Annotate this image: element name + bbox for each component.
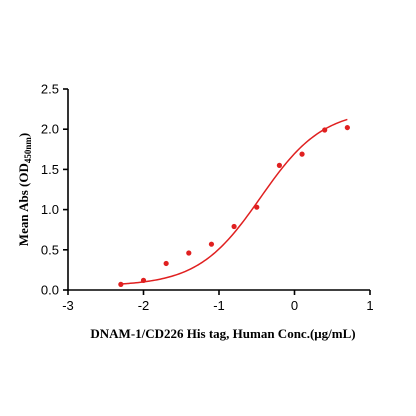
y-axis-title-end: ) xyxy=(16,133,31,137)
x-tick-label: 0 xyxy=(291,298,298,313)
data-point xyxy=(276,162,282,168)
labels-layer: 0.0 0.5 1.0 1.5 2.0 2.5 -3 -2 -1 0 1 DNAM-1/CD226 H… xyxy=(16,82,374,342)
fit-curve-layer xyxy=(120,118,348,285)
data-point xyxy=(254,204,260,210)
y-axis-title-main: Mean Abs (OD xyxy=(16,163,31,246)
data-point xyxy=(186,250,192,256)
data-point xyxy=(231,223,237,230)
y-tick-label: 0.0 xyxy=(41,283,59,298)
x-tick-label: 1 xyxy=(366,298,373,313)
y-tick-label: 2.5 xyxy=(41,82,59,97)
data-point xyxy=(118,281,124,287)
data-points-layer xyxy=(118,124,350,287)
data-point xyxy=(163,260,169,267)
data-point xyxy=(299,151,305,157)
x-tick-label: -2 xyxy=(138,298,150,313)
axes xyxy=(63,88,371,295)
fit-curve xyxy=(120,118,348,285)
x-axis-title: DNAM-1/CD226 His tag, Human Conc.(μg/mL) xyxy=(90,326,355,341)
y-axis-title-subscript: 450nm xyxy=(23,137,33,164)
data-point xyxy=(140,277,147,283)
data-point xyxy=(322,127,328,133)
y-tick-label: 1.0 xyxy=(41,202,59,217)
y-tick-label: 0.5 xyxy=(41,242,59,257)
y-tick-label: 2.0 xyxy=(41,122,59,137)
y-tick-label: 1.5 xyxy=(41,162,59,177)
x-tick-label: -3 xyxy=(62,298,74,313)
x-tick-label: -1 xyxy=(213,298,225,313)
data-point xyxy=(208,241,215,247)
y-axis-title: Mean Abs (OD450nm) xyxy=(16,133,33,246)
data-point xyxy=(344,124,350,131)
